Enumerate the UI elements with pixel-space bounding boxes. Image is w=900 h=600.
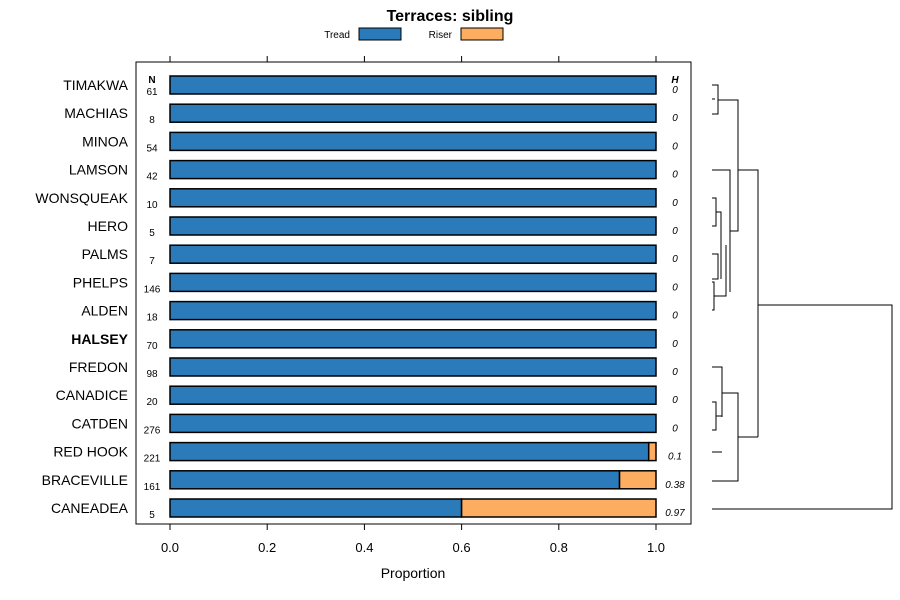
bar-tread-braceville	[169, 470, 621, 490]
n-value-catden: 276	[144, 425, 161, 436]
h-value-timakwa: 0	[672, 85, 678, 96]
chart-title: Terraces: sibling	[387, 8, 514, 25]
dendrogram-branch	[712, 304, 893, 510]
bar-rows: TIMAKWA 61 0 MACHIAS 8 0 MINOA 54 0 LAMSON 42 0 WONS…	[35, 75, 685, 521]
n-value-phelps: 146	[144, 284, 161, 295]
n-value-fredon: 98	[146, 369, 158, 380]
n-value-lamson: 42	[146, 172, 158, 183]
bar-riser-caneadea	[460, 498, 657, 518]
dendrogram-branch	[714, 245, 727, 297]
dendrogram	[712, 84, 893, 510]
x-tick-label: 0.6	[453, 540, 471, 555]
n-value-hero: 5	[149, 228, 155, 239]
bar-tread-wonsqueak	[169, 188, 657, 208]
row-label-halsey: HALSEY	[71, 331, 128, 347]
h-value-fredon: 0	[672, 367, 678, 378]
n-value-minoa: 54	[146, 143, 158, 154]
legend-label-tread: Tread	[324, 30, 350, 41]
bar-tread-alden	[169, 300, 657, 321]
n-value-wonsqueak: 10	[146, 200, 158, 211]
n-value-canadice: 20	[146, 397, 158, 408]
n-value-palms: 7	[149, 256, 155, 267]
row-label-wonsqueak: WONSQUEAK	[35, 190, 128, 206]
bar-tread-phelps	[169, 272, 657, 293]
n-value-red-hook: 221	[144, 454, 161, 465]
n-value-halsey: 70	[146, 341, 158, 352]
row-label-catden: CATDEN	[71, 415, 128, 431]
bar-tread-catden	[169, 413, 657, 434]
row-label-minoa: MINOA	[82, 133, 129, 149]
row-label-phelps: PHELPS	[73, 274, 128, 290]
bar-tread-red-hook	[169, 441, 650, 462]
x-tick-label: 0.4	[355, 540, 373, 555]
dendrogram-branch	[712, 197, 717, 227]
n-value-machias: 8	[149, 115, 155, 126]
h-value-braceville: 0.38	[665, 480, 685, 491]
n-value-alden: 18	[146, 313, 158, 324]
row-label-lamson: LAMSON	[69, 162, 128, 178]
h-value-canadice: 0	[672, 395, 678, 406]
n-value-caneadea: 5	[149, 510, 155, 521]
bar-tread-canadice	[169, 385, 657, 405]
h-value-minoa: 0	[672, 141, 678, 152]
x-tick-label: 0.8	[550, 540, 568, 555]
row-label-alden: ALDEN	[81, 303, 128, 319]
h-value-red-hook: 0.1	[668, 452, 682, 463]
dendrogram-branch	[712, 366, 723, 417]
bar-tread-fredon	[169, 357, 657, 377]
x-tick-label: 0.2	[258, 540, 276, 555]
h-column-header: H	[671, 75, 679, 86]
h-value-wonsqueak: 0	[672, 198, 678, 209]
h-value-lamson: 0	[672, 170, 678, 181]
legend-swatch-riser	[460, 27, 504, 41]
n-column-header: N	[148, 75, 155, 86]
legend-swatch-tread	[358, 27, 402, 41]
x-axis: 0.0 0.2 0.4 0.6 0.8 1.0	[161, 56, 665, 555]
h-value-hero: 0	[672, 226, 678, 237]
h-value-caneadea: 0.97	[665, 508, 685, 519]
row-label-timakwa: TIMAKWA	[63, 77, 128, 93]
bar-tread-timakwa	[169, 75, 657, 95]
dendrogram-branch	[738, 169, 759, 437]
row-label-red-hook: RED HOOK	[53, 444, 128, 460]
n-value-braceville: 161	[144, 482, 161, 493]
dendrogram-branch	[712, 253, 719, 280]
h-value-phelps: 0	[672, 282, 678, 293]
x-tick-label: 1.0	[647, 540, 665, 555]
h-value-machias: 0	[672, 113, 678, 124]
h-value-catden: 0	[672, 423, 678, 434]
dendrogram-branch	[712, 401, 717, 431]
row-label-braceville: BRACEVILLE	[42, 472, 128, 488]
dendrogram-branch	[712, 169, 731, 292]
plot-frame	[135, 61, 692, 525]
x-tick-label: 0.0	[161, 540, 179, 555]
dendrogram-branch	[718, 99, 739, 232]
row-label-fredon: FREDON	[69, 359, 128, 375]
dendrogram-branch	[712, 281, 715, 311]
bar-tread-machias	[169, 103, 657, 123]
bar-riser-red-hook	[647, 441, 657, 462]
row-label-palms: PALMS	[82, 246, 128, 262]
bar-tread-lamson	[169, 159, 657, 180]
bar-tread-caneadea	[169, 498, 463, 518]
row-label-machias: MACHIAS	[64, 105, 128, 121]
h-value-palms: 0	[672, 254, 678, 265]
bar-tread-hero	[169, 216, 657, 236]
row-label-hero: HERO	[88, 218, 129, 234]
h-value-halsey: 0	[672, 339, 678, 350]
row-label-canadice: CANADICE	[56, 387, 128, 403]
row-label-caneadea: CANEADEA	[51, 500, 129, 516]
h-value-alden: 0	[672, 311, 678, 322]
n-value-timakwa: 61	[146, 87, 158, 98]
legend-label-riser: Riser	[429, 30, 453, 41]
bar-tread-palms	[169, 244, 657, 264]
dendrogram-branch	[716, 211, 722, 279]
x-axis-label: Proportion	[381, 565, 446, 581]
bar-tread-minoa	[169, 131, 657, 152]
legend: Tread Riser	[324, 27, 504, 41]
bar-riser-braceville	[618, 470, 657, 490]
bar-tread-halsey	[169, 329, 657, 349]
